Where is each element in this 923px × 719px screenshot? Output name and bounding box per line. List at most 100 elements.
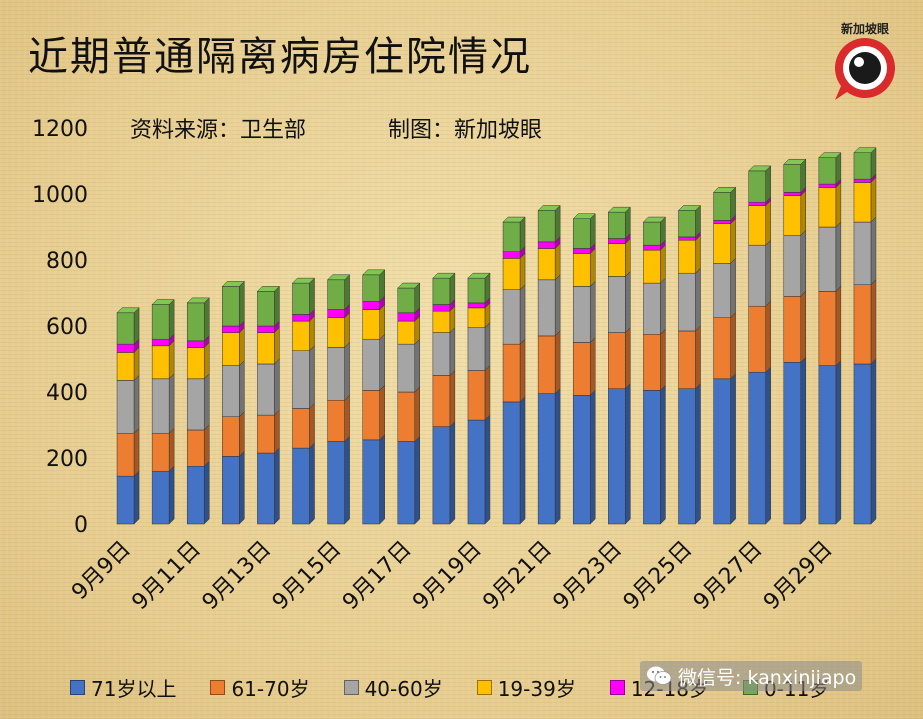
- bar-segment: [291, 402, 316, 449]
- bar-segment: [432, 272, 456, 306]
- bar-segment: [607, 383, 631, 525]
- legend-swatch: [210, 679, 226, 695]
- bar-segment: [502, 216, 526, 253]
- bar-segment: [221, 411, 245, 457]
- legend-swatch: [609, 679, 625, 695]
- y-tick-label: 200: [46, 447, 88, 472]
- wechat-watermark: 微信号: kanxinjiapo: [640, 661, 863, 691]
- bar-segment: [712, 218, 737, 264]
- bar-segment: [712, 257, 737, 319]
- bar-segment: [783, 290, 807, 363]
- bar-segment: [326, 435, 351, 525]
- bar-segment: [677, 325, 702, 390]
- legend-label: 40-60岁: [364, 676, 443, 701]
- legend-item: 71岁以上: [70, 673, 176, 702]
- legend-swatch: [476, 679, 492, 695]
- x-tick-label: 9月13日: [198, 537, 276, 615]
- x-tick-label: 9月9日: [67, 537, 136, 606]
- bar-segment: [642, 384, 667, 525]
- bar-segment: [151, 427, 175, 472]
- bar-segment: [291, 345, 316, 410]
- bar-segment: [572, 280, 596, 344]
- bar-segment: [151, 373, 175, 434]
- bar-segment: [256, 447, 281, 525]
- wechat-icon: [647, 666, 672, 685]
- eye-speech-bubble-logo: 新加坡眼: [830, 20, 900, 100]
- bar-segment: [502, 396, 526, 525]
- bar-segment: [467, 414, 491, 525]
- bar-segment: [818, 359, 842, 525]
- bar-segment: [326, 394, 351, 443]
- x-tick-label: 9月27日: [689, 537, 767, 615]
- logo-text: 新加坡眼: [840, 22, 889, 36]
- bar-segment: [712, 373, 737, 525]
- legend-item: 19-39岁: [476, 673, 576, 702]
- x-tick-label: 9月15日: [268, 537, 346, 615]
- bar-segment: [362, 384, 386, 441]
- logo-graphic: [835, 38, 895, 100]
- x-tick-label: 9月29日: [759, 537, 837, 615]
- bar-segment: [712, 312, 737, 380]
- bar-segment: [362, 434, 386, 525]
- chart-maker-note: 制图：新加坡眼: [388, 118, 543, 143]
- bar-segment: [853, 358, 877, 525]
- legend-swatch: [70, 679, 85, 695]
- bar-segment: [256, 409, 281, 454]
- bar-segment: [572, 336, 596, 396]
- bar-segment: [783, 190, 807, 236]
- bar-segment: [186, 460, 210, 525]
- bar-segment: [853, 279, 877, 365]
- bar-segment: [748, 199, 772, 246]
- bar-segment: [432, 369, 456, 428]
- bar-segment: [291, 442, 316, 525]
- legend-label: 19-39岁: [497, 676, 576, 701]
- bar-segment: [186, 424, 210, 467]
- bar-segment: [783, 158, 807, 193]
- bar-segment: [642, 216, 667, 246]
- x-tick-label: 9月21日: [478, 537, 556, 615]
- bar-segment: [397, 435, 421, 525]
- bar-segment: [432, 326, 456, 377]
- bar-segment: [572, 389, 596, 525]
- x-tick-label: 9月17日: [338, 537, 416, 615]
- watermark-text: 微信号: kanxinjiapo: [678, 666, 857, 689]
- bar-segment: [572, 247, 596, 288]
- bar-segment: [291, 277, 316, 316]
- bar-segment: [151, 465, 175, 525]
- x-tick-label: 9月19日: [408, 537, 486, 615]
- bar-segment: [397, 386, 421, 443]
- y-tick-label: 0: [74, 513, 88, 538]
- bar-segment: [818, 181, 842, 228]
- bar-segment: [256, 285, 281, 327]
- bar-segment: [537, 242, 561, 281]
- bar-segment: [818, 285, 842, 367]
- bar-segment: [116, 374, 140, 434]
- bar-segment: [677, 383, 702, 525]
- bar-segment: [642, 277, 667, 335]
- legend-item: 61-70岁: [210, 673, 310, 702]
- bar-segment: [221, 359, 245, 418]
- bar-segment: [116, 470, 140, 525]
- bar-segment: [186, 297, 210, 342]
- x-tick-label: 9月25日: [619, 537, 697, 615]
- y-tick-label: 800: [46, 249, 88, 274]
- bar-segment: [537, 204, 561, 243]
- data-source-note: 资料来源：卫生部: [130, 118, 307, 143]
- bar-segment: [467, 272, 491, 304]
- bar-segment: [502, 338, 526, 403]
- bar-segment: [186, 373, 210, 431]
- bar-segment: [607, 206, 631, 240]
- y-axis: 0 200 400 600 800 1000 1200: [32, 117, 88, 538]
- legend-label: 61-70岁: [231, 676, 310, 701]
- legend-item: 40-60岁: [343, 673, 443, 702]
- bar-segment: [748, 165, 772, 203]
- bar-segment: [256, 358, 281, 416]
- bar-segment: [221, 326, 245, 367]
- bar-segment: [467, 364, 491, 421]
- legend-swatch: [343, 679, 359, 695]
- legend-label: 71岁以上: [91, 676, 177, 701]
- bar-segment: [853, 176, 877, 223]
- bar-segment: [502, 252, 526, 291]
- bar-segment: [572, 213, 596, 250]
